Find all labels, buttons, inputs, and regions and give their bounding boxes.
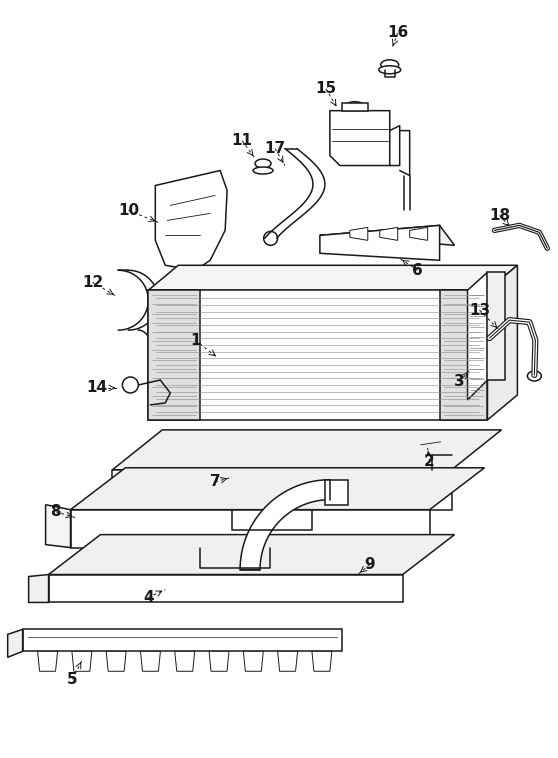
Polygon shape: [468, 272, 488, 400]
Polygon shape: [278, 651, 297, 672]
Polygon shape: [330, 111, 389, 165]
Polygon shape: [70, 509, 430, 547]
Bar: [333, 486, 343, 496]
Polygon shape: [8, 629, 23, 657]
Text: 6: 6: [412, 263, 423, 277]
Polygon shape: [440, 290, 488, 420]
Text: 15: 15: [315, 81, 336, 96]
Circle shape: [263, 231, 277, 246]
Circle shape: [122, 377, 138, 393]
Text: 2: 2: [424, 454, 435, 469]
Polygon shape: [488, 265, 517, 420]
Text: 4: 4: [143, 590, 153, 605]
Text: 10: 10: [118, 203, 139, 218]
Ellipse shape: [493, 351, 502, 359]
Polygon shape: [141, 651, 160, 672]
Ellipse shape: [285, 521, 315, 534]
Polygon shape: [49, 575, 403, 603]
Polygon shape: [209, 651, 229, 672]
Polygon shape: [70, 468, 484, 509]
Polygon shape: [312, 651, 332, 672]
Polygon shape: [155, 171, 227, 271]
Circle shape: [268, 508, 278, 518]
Bar: [169, 580, 248, 596]
Text: 11: 11: [232, 133, 253, 148]
Polygon shape: [72, 651, 92, 672]
Ellipse shape: [116, 521, 145, 534]
Ellipse shape: [365, 521, 395, 534]
Text: 14: 14: [86, 381, 107, 396]
Ellipse shape: [253, 167, 273, 174]
Polygon shape: [243, 651, 263, 672]
Ellipse shape: [345, 102, 365, 111]
Text: 5: 5: [67, 672, 78, 687]
Circle shape: [59, 639, 66, 647]
Text: 3: 3: [454, 374, 465, 390]
Polygon shape: [410, 227, 427, 240]
Polygon shape: [320, 225, 455, 246]
Ellipse shape: [484, 331, 494, 345]
Circle shape: [218, 639, 226, 647]
Ellipse shape: [379, 66, 401, 74]
Text: 17: 17: [264, 141, 286, 156]
Polygon shape: [416, 435, 448, 465]
Polygon shape: [49, 534, 455, 575]
Circle shape: [298, 639, 306, 647]
Polygon shape: [37, 651, 57, 672]
Polygon shape: [380, 227, 398, 240]
Circle shape: [300, 489, 310, 499]
Polygon shape: [175, 651, 195, 672]
Ellipse shape: [381, 60, 399, 70]
Text: 18: 18: [489, 208, 510, 223]
Ellipse shape: [316, 481, 348, 499]
Text: 13: 13: [469, 302, 490, 318]
Ellipse shape: [493, 301, 502, 309]
Text: 12: 12: [82, 274, 103, 290]
Polygon shape: [106, 651, 126, 672]
Text: 9: 9: [364, 557, 375, 572]
Ellipse shape: [236, 481, 268, 499]
Circle shape: [138, 639, 146, 647]
Polygon shape: [350, 227, 368, 240]
Polygon shape: [46, 505, 70, 547]
Text: 8: 8: [50, 504, 61, 519]
Polygon shape: [325, 480, 348, 505]
Polygon shape: [112, 430, 502, 470]
Ellipse shape: [255, 159, 271, 168]
Polygon shape: [148, 290, 200, 420]
Text: 16: 16: [387, 25, 408, 40]
Text: 1: 1: [190, 333, 200, 348]
Polygon shape: [240, 480, 330, 569]
Ellipse shape: [493, 326, 502, 334]
Text: 7: 7: [210, 475, 220, 489]
Circle shape: [249, 540, 259, 550]
Polygon shape: [342, 102, 368, 111]
Ellipse shape: [527, 371, 541, 381]
Polygon shape: [320, 225, 440, 260]
Ellipse shape: [156, 481, 188, 499]
Polygon shape: [28, 575, 49, 603]
Polygon shape: [112, 470, 451, 509]
Polygon shape: [488, 272, 506, 380]
Polygon shape: [148, 265, 517, 290]
Ellipse shape: [195, 521, 225, 534]
Polygon shape: [23, 629, 342, 651]
Polygon shape: [148, 290, 488, 420]
